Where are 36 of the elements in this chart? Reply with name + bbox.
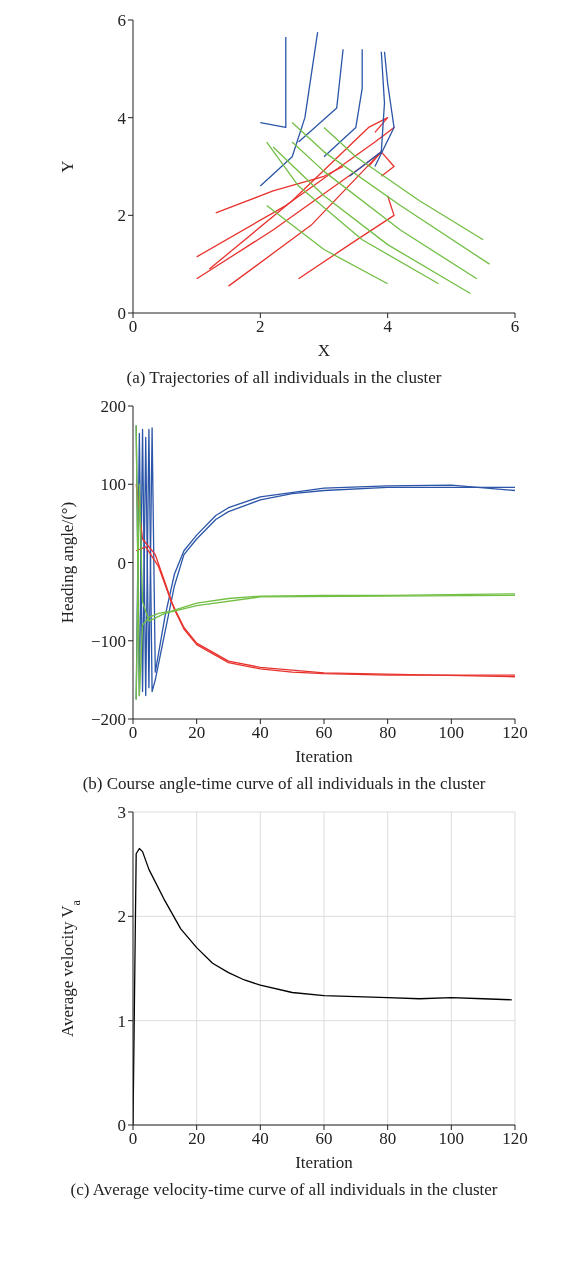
text: (b) Course angle-time curve of all individuals in the cluster — [81, 774, 487, 794]
x-tick-label: 20 — [188, 1129, 206, 1149]
y-axis-title: Heading angle/(°) — [58, 501, 77, 624]
x-axis-title: Iteration — [295, 747, 354, 766]
x-tick-label: 100 — [438, 723, 465, 743]
x-axis-title: X — [317, 341, 331, 360]
y-tick-label: −200 — [90, 710, 126, 730]
y-tick-label: 200 — [100, 397, 126, 417]
x-tick-label: 80 — [379, 1129, 397, 1149]
y-tick-label: 6 — [117, 11, 126, 31]
x-tick-label: 80 — [379, 723, 397, 743]
y-tick-label: 0 — [117, 304, 126, 324]
y-tick-label: −100 — [90, 631, 126, 651]
y-tick-label: 0 — [117, 553, 126, 573]
x-tick-label: 120 — [502, 1129, 528, 1149]
x-tick-label: 120 — [502, 723, 528, 743]
x-tick-label: 60 — [315, 723, 333, 743]
x-tick-label: 60 — [315, 1129, 333, 1149]
x-tick-label: 40 — [251, 1129, 269, 1149]
y-axis-title: Y — [58, 160, 77, 173]
x-tick-label: 2 — [256, 317, 265, 337]
text: (c) Average velocity-time curve of all individuals in the cluster — [69, 1180, 499, 1200]
x-tick-label: 40 — [251, 723, 269, 743]
x-axis-title: Iteration — [295, 1153, 354, 1172]
y-tick-label: 2 — [117, 907, 126, 927]
x-tick-label: 100 — [438, 1129, 465, 1149]
y-tick-label: 100 — [100, 475, 126, 495]
y-tick-label: 4 — [117, 108, 127, 128]
x-tick-label: 20 — [188, 723, 206, 743]
y-tick-label: 3 — [117, 803, 126, 823]
y-tick-label: 2 — [117, 206, 126, 226]
text: (a) Trajectories of all individuals in the cluster — [125, 368, 443, 388]
y-tick-label: 1 — [117, 1011, 126, 1031]
x-tick-label: 4 — [383, 317, 393, 337]
y-tick-label: 0 — [117, 1116, 126, 1136]
x-tick-label: 6 — [510, 317, 520, 337]
